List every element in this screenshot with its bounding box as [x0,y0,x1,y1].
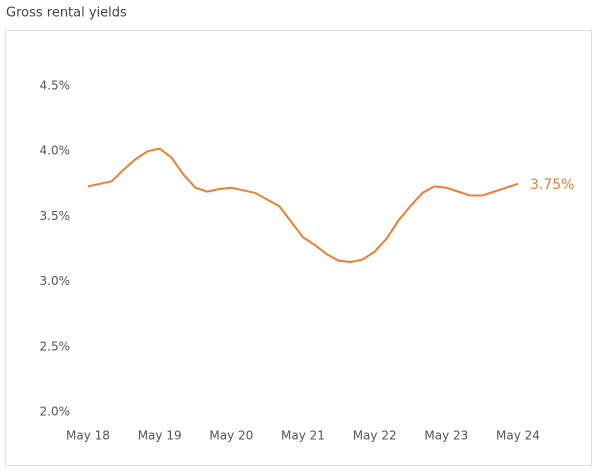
value-label: 3.75% [530,177,574,193]
chart-frame [5,30,592,466]
x-tick-label: May 24 [496,429,540,443]
y-tick-label: 4.5% [40,79,71,93]
chart-title: Gross rental yields [6,6,127,21]
y-tick-label: 2.0% [40,405,71,419]
y-tick-label: 2.5% [40,339,71,353]
y-tick-label: 3.0% [40,274,71,288]
y-tick-label: 4.0% [40,144,71,158]
x-tick-label: May 19 [138,429,182,443]
x-tick-label: May 23 [424,429,468,443]
x-tick-label: May 21 [281,429,325,443]
y-tick-label: 3.5% [40,209,71,223]
x-tick-label: May 22 [353,429,397,443]
x-tick-label: May 18 [66,429,110,443]
x-tick-label: May 20 [209,429,253,443]
data-line [87,147,519,264]
